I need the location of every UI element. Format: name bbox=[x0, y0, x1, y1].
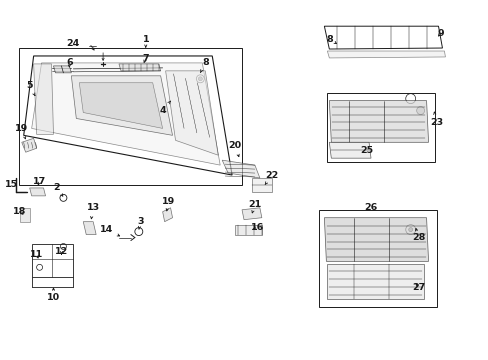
Text: 19: 19 bbox=[15, 124, 28, 139]
Polygon shape bbox=[165, 71, 218, 155]
Polygon shape bbox=[34, 64, 53, 134]
Text: 14: 14 bbox=[100, 225, 120, 236]
Text: 18: 18 bbox=[13, 207, 26, 216]
Text: 11: 11 bbox=[30, 250, 43, 259]
Circle shape bbox=[408, 228, 412, 231]
Polygon shape bbox=[79, 83, 163, 129]
Text: 5: 5 bbox=[26, 81, 35, 96]
Text: 27: 27 bbox=[411, 283, 425, 292]
Polygon shape bbox=[163, 208, 172, 222]
Polygon shape bbox=[328, 142, 370, 158]
Polygon shape bbox=[242, 208, 262, 220]
Polygon shape bbox=[71, 76, 172, 135]
Text: 3: 3 bbox=[137, 217, 144, 229]
Polygon shape bbox=[119, 64, 161, 71]
Text: 26: 26 bbox=[364, 203, 377, 212]
Text: 21: 21 bbox=[248, 200, 261, 213]
Text: 23: 23 bbox=[429, 112, 442, 127]
Polygon shape bbox=[30, 188, 45, 196]
Text: 8: 8 bbox=[325, 35, 336, 44]
Text: 24: 24 bbox=[66, 39, 80, 48]
Polygon shape bbox=[326, 264, 423, 299]
Polygon shape bbox=[32, 63, 220, 165]
Bar bbox=[326, 93, 434, 162]
Polygon shape bbox=[20, 208, 30, 222]
Bar bbox=[19, 48, 242, 185]
Circle shape bbox=[198, 77, 202, 81]
Circle shape bbox=[416, 107, 424, 114]
Text: 17: 17 bbox=[33, 177, 46, 186]
Polygon shape bbox=[235, 225, 262, 235]
Bar bbox=[319, 210, 436, 307]
Polygon shape bbox=[328, 100, 427, 142]
Text: 19: 19 bbox=[162, 197, 175, 211]
Text: 28: 28 bbox=[411, 229, 425, 242]
Polygon shape bbox=[21, 138, 37, 152]
Text: 22: 22 bbox=[264, 171, 278, 185]
Text: 15: 15 bbox=[5, 180, 19, 189]
Text: 8: 8 bbox=[200, 58, 208, 73]
Text: 4: 4 bbox=[159, 101, 170, 115]
Polygon shape bbox=[83, 222, 96, 235]
Text: 6: 6 bbox=[66, 58, 73, 67]
Polygon shape bbox=[326, 51, 445, 58]
Text: 16: 16 bbox=[251, 223, 264, 232]
Text: 13: 13 bbox=[86, 203, 100, 219]
Polygon shape bbox=[53, 66, 71, 73]
Text: 2: 2 bbox=[53, 184, 62, 196]
Text: 20: 20 bbox=[228, 141, 241, 157]
Text: 9: 9 bbox=[436, 29, 443, 38]
Text: 7: 7 bbox=[142, 54, 148, 63]
Text: 10: 10 bbox=[47, 288, 60, 302]
Text: 1: 1 bbox=[142, 35, 149, 47]
Polygon shape bbox=[222, 160, 259, 178]
Polygon shape bbox=[324, 218, 427, 261]
Text: 12: 12 bbox=[55, 247, 68, 256]
Polygon shape bbox=[251, 178, 271, 192]
Text: 25: 25 bbox=[360, 146, 373, 155]
